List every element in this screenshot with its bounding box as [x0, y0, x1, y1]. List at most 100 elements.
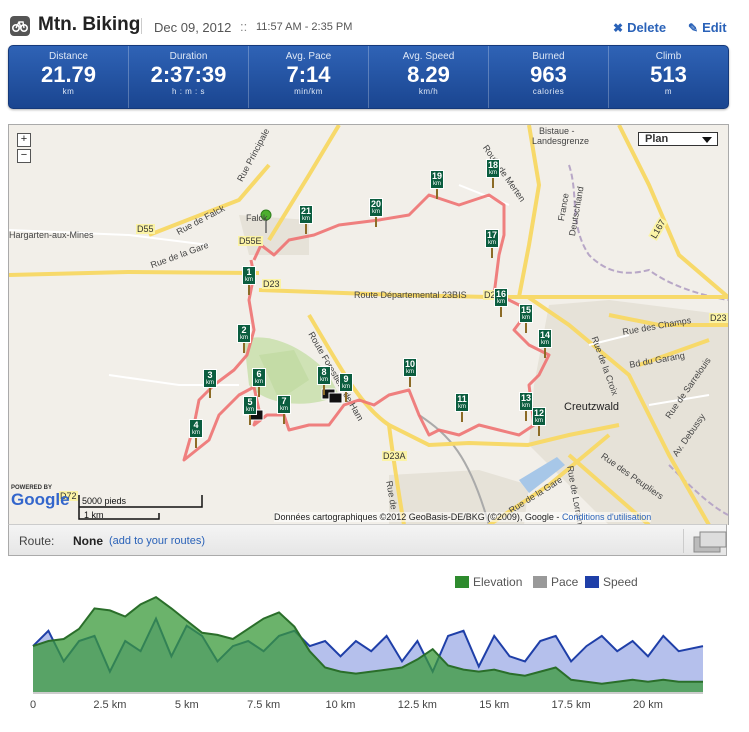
google-logo[interactable]: POWERED BY Google: [11, 485, 70, 509]
photo-marker-icon[interactable]: [328, 392, 343, 404]
km-marker-19[interactable]: 19 km: [430, 170, 444, 199]
legend-swatch: [533, 576, 547, 588]
km-marker-20[interactable]: 20 km: [369, 198, 383, 227]
km-marker-18[interactable]: 18 km: [486, 159, 500, 188]
km-marker-5[interactable]: 5 km: [243, 396, 257, 425]
km-marker-13[interactable]: 13 km: [519, 392, 533, 421]
route-value: None: [73, 534, 103, 548]
activity-header: Mtn. Biking Dec 09, 2012 :: 11:57 AM - 2…: [8, 12, 738, 42]
km-number: 21: [300, 206, 311, 216]
road-shield: D23: [709, 313, 728, 323]
km-marker-16[interactable]: 16 km: [494, 288, 508, 317]
x-tick-label: 20 km: [632, 699, 663, 711]
series-area-elevation: [33, 597, 703, 692]
title-divider: [141, 18, 142, 34]
km-number: 20: [370, 199, 381, 209]
km-marker-7[interactable]: 7 km: [277, 395, 291, 424]
road-shield: D23A: [382, 451, 407, 461]
km-unit: km: [489, 170, 497, 176]
stat-avg-pace: Avg. Pace 7:14 min/km: [249, 46, 369, 108]
km-marker-14[interactable]: 14 km: [538, 329, 552, 358]
series-line-elevation: [32, 595, 703, 685]
km-marker-17[interactable]: 17 km: [485, 229, 499, 258]
edit-button[interactable]: ✎ Edit: [688, 20, 727, 35]
km-unit: km: [245, 277, 253, 283]
km-marker-9[interactable]: 9 km: [339, 373, 353, 402]
copyright-text: Données cartographiques ©2012 GeoBasis-D…: [274, 512, 560, 522]
route-bar-divider: [683, 529, 684, 553]
place-label: Falck: [246, 213, 268, 223]
delete-button[interactable]: ✖ Delete: [613, 20, 666, 35]
stat-unit: calories: [532, 87, 565, 96]
km-marker-6[interactable]: 6 km: [252, 368, 266, 397]
terms-link[interactable]: Conditions d'utilisation: [561, 512, 652, 522]
km-number: 13: [520, 393, 531, 403]
start-pin-icon[interactable]: [260, 209, 272, 221]
add-to-routes-link[interactable]: (add to your routes): [109, 535, 205, 547]
legend-speed[interactable]: Speed: [585, 575, 638, 589]
km-unit: km: [302, 216, 310, 222]
km-marker-15[interactable]: 15 km: [519, 304, 533, 333]
stat-label: Duration: [169, 51, 208, 62]
km-marker-21[interactable]: 21 km: [299, 205, 313, 234]
km-marker-10[interactable]: 10 km: [403, 358, 417, 387]
legend-elevation[interactable]: Elevation: [455, 575, 522, 589]
stat-distance: Distance 21.79 km: [9, 46, 129, 108]
km-marker-8[interactable]: 8 km: [317, 366, 331, 395]
map-type-value: Plan: [645, 133, 669, 145]
km-marker-2[interactable]: 2 km: [237, 324, 251, 353]
km-marker-11[interactable]: 11 km: [455, 393, 469, 422]
km-unit: km: [372, 209, 380, 215]
pencil-icon: ✎: [688, 21, 699, 35]
km-number: 14: [539, 330, 550, 340]
legend-label: Pace: [551, 575, 579, 589]
map-canvas[interactable]: [9, 125, 728, 525]
km-marker-12[interactable]: 12 km: [532, 407, 546, 436]
km-unit: km: [280, 406, 288, 412]
km-unit: km: [458, 404, 466, 410]
legend-swatch: [455, 576, 469, 588]
legend-pace[interactable]: Pace: [533, 575, 578, 589]
stat-value: 2:37:39: [150, 62, 227, 87]
stat-unit: h : m : s: [172, 87, 205, 96]
km-unit: km: [206, 380, 214, 386]
km-number: 3: [207, 370, 213, 380]
map-scale-bar: [78, 495, 203, 520]
stat-unit: min/km: [294, 87, 323, 96]
km-marker-4[interactable]: 4 km: [189, 419, 203, 448]
powered-by-label: POWERED BY: [11, 485, 53, 491]
chevron-down-icon: [702, 137, 712, 143]
legend-swatch: [585, 576, 599, 588]
road-shield: D55: [136, 224, 155, 234]
km-number: 7: [281, 396, 287, 406]
km-number: 5: [247, 397, 253, 407]
railway: [418, 414, 490, 525]
km-unit: km: [541, 340, 549, 346]
expand-map-icon[interactable]: [693, 531, 727, 553]
zoom-in-button[interactable]: +: [17, 133, 31, 147]
zoom-out-button[interactable]: −: [17, 149, 31, 163]
google-wordmark: Google: [11, 490, 70, 509]
route-map[interactable]: + − Plan Bistaue - Landesgrenze Hargarte…: [8, 124, 729, 525]
km-marker-1[interactable]: 1 km: [242, 266, 256, 295]
elevation-speed-chart[interactable]: [0, 585, 749, 695]
km-unit: km: [240, 335, 248, 341]
activity-title: Mtn. Biking: [38, 14, 141, 35]
scale-label-km: 1 km: [84, 510, 104, 520]
map-type-select[interactable]: Plan: [638, 132, 718, 146]
km-marker-3[interactable]: 3 km: [203, 369, 217, 398]
road-shield: D23: [483, 290, 502, 300]
km-unit: km: [522, 315, 530, 321]
place-label: Bistaue -: [539, 126, 575, 136]
route-label: Route:: [19, 534, 55, 548]
delete-icon: ✖: [613, 21, 624, 35]
x-tick-label: 2.5 km: [93, 699, 127, 711]
street-label: Route Départemental 23BIS: [354, 290, 467, 300]
km-unit: km: [255, 379, 263, 385]
km-unit: km: [433, 181, 441, 187]
forest-area: [259, 350, 309, 400]
km-unit: km: [192, 430, 200, 436]
km-number: 8: [321, 367, 327, 377]
km-number: 12: [533, 408, 544, 418]
x-tick-label: 17.5 km: [551, 699, 591, 711]
